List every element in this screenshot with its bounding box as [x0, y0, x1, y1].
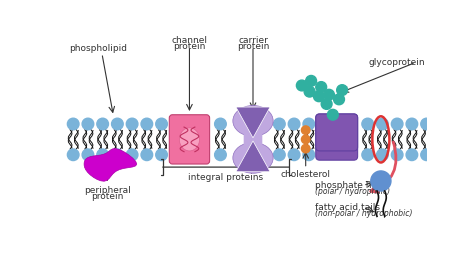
Circle shape — [301, 144, 310, 153]
Circle shape — [67, 118, 79, 130]
Circle shape — [273, 118, 285, 130]
Circle shape — [303, 149, 315, 161]
Circle shape — [97, 149, 109, 161]
Circle shape — [288, 149, 300, 161]
Circle shape — [215, 118, 226, 130]
FancyBboxPatch shape — [244, 130, 262, 148]
FancyBboxPatch shape — [169, 115, 210, 164]
Circle shape — [126, 118, 138, 130]
Circle shape — [392, 149, 403, 161]
Circle shape — [304, 86, 315, 97]
Circle shape — [313, 91, 324, 102]
Polygon shape — [236, 107, 270, 138]
Circle shape — [273, 149, 285, 161]
Ellipse shape — [179, 128, 200, 151]
Text: fatty acid tails: fatty acid tails — [315, 203, 380, 212]
Circle shape — [406, 149, 418, 161]
Ellipse shape — [233, 105, 273, 136]
Circle shape — [301, 126, 310, 134]
Circle shape — [377, 149, 388, 161]
Circle shape — [67, 149, 79, 161]
Text: (polar / hydrophilic): (polar / hydrophilic) — [315, 187, 390, 196]
Circle shape — [141, 118, 153, 130]
Circle shape — [337, 85, 347, 95]
Text: carrier: carrier — [238, 36, 268, 45]
Circle shape — [141, 149, 153, 161]
Text: protein: protein — [173, 42, 206, 51]
FancyBboxPatch shape — [316, 114, 357, 160]
Circle shape — [82, 149, 94, 161]
Circle shape — [303, 118, 315, 130]
Circle shape — [362, 118, 374, 130]
Circle shape — [306, 75, 317, 86]
Circle shape — [328, 109, 338, 120]
Circle shape — [334, 94, 345, 105]
Circle shape — [82, 118, 94, 130]
Ellipse shape — [233, 142, 273, 173]
Circle shape — [301, 135, 310, 144]
Circle shape — [316, 82, 327, 92]
Polygon shape — [84, 148, 137, 181]
Circle shape — [371, 171, 391, 191]
Circle shape — [421, 149, 432, 161]
Text: peripheral: peripheral — [84, 185, 131, 195]
Text: protein: protein — [91, 192, 124, 201]
Circle shape — [111, 118, 123, 130]
Circle shape — [156, 118, 167, 130]
Text: phospholipid: phospholipid — [69, 44, 127, 53]
Circle shape — [111, 149, 123, 161]
Circle shape — [215, 149, 226, 161]
Circle shape — [406, 118, 418, 130]
Circle shape — [377, 118, 388, 130]
Text: (non-polar / hydrophobic): (non-polar / hydrophobic) — [315, 209, 412, 218]
FancyBboxPatch shape — [316, 114, 357, 151]
Text: channel: channel — [172, 36, 208, 45]
Circle shape — [421, 118, 432, 130]
Text: phosphate head: phosphate head — [315, 181, 388, 190]
Text: cholesterol: cholesterol — [281, 170, 331, 179]
Circle shape — [324, 89, 334, 100]
Polygon shape — [236, 141, 270, 172]
Circle shape — [288, 118, 300, 130]
Circle shape — [156, 149, 167, 161]
Circle shape — [362, 149, 374, 161]
Circle shape — [296, 80, 307, 91]
Text: glycoprotein: glycoprotein — [368, 58, 425, 67]
Circle shape — [392, 118, 403, 130]
Circle shape — [97, 118, 109, 130]
Text: integral proteins: integral proteins — [188, 173, 264, 182]
Text: protein: protein — [237, 42, 269, 51]
Circle shape — [321, 99, 332, 109]
Circle shape — [126, 149, 138, 161]
